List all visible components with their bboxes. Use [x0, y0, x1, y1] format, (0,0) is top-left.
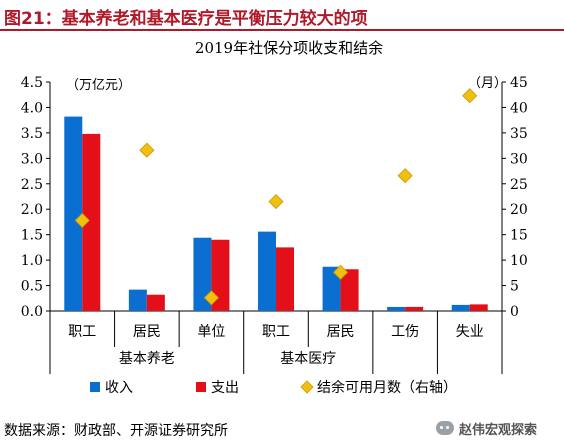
- expense-bar: [276, 247, 294, 311]
- group-label: 基本医疗: [280, 350, 336, 367]
- chart-title: 2019年社保分项收支和结余: [195, 39, 383, 57]
- income-bar: [64, 116, 83, 311]
- y-right-tick-label: 25: [510, 177, 528, 193]
- income-bar: [128, 289, 147, 311]
- category-label: 居民: [133, 324, 161, 340]
- expense-bar: [211, 239, 230, 311]
- expense-bar: [82, 133, 101, 311]
- axes: 0.0 0.5 1.0 1.5 2.0 2.5 3.0 3.5 4.0 4.5 0 5 10 15 20 25…: [21, 75, 528, 320]
- category-label: 职工: [262, 324, 290, 340]
- expense-bar: [405, 306, 424, 311]
- legend-label: 结余可用月数（右轴）: [317, 379, 457, 396]
- y-right-unit-label: （月）: [468, 76, 507, 91]
- category-label: 失业: [456, 324, 484, 340]
- y-left-tick-label: 4.0: [21, 100, 43, 116]
- legend-swatch: [196, 382, 206, 392]
- income-bar: [451, 304, 470, 311]
- y-left-unit-label: （万亿元）: [66, 78, 131, 93]
- expense-bar: [340, 269, 359, 311]
- expense-bar: [469, 304, 488, 311]
- y-right-tick-label: 5: [510, 279, 519, 295]
- y-right-tick-label: 40: [510, 100, 528, 116]
- watermark: 赵伟宏观探索: [436, 416, 560, 440]
- income-bar: [258, 231, 276, 311]
- markers: [74, 88, 478, 306]
- y-right-tick-label: 35: [510, 126, 528, 142]
- y-left-tick-label: 0.5: [21, 279, 43, 295]
- expense-bar: [146, 294, 165, 311]
- legend-label: 收入: [105, 380, 133, 396]
- y-left-tick-label: 1.0: [21, 253, 43, 269]
- title-rule: [0, 29, 564, 31]
- months-marker: [268, 194, 284, 210]
- category-label: 单位: [197, 324, 225, 340]
- income-bar: [193, 237, 212, 311]
- wechat-icon: [436, 421, 454, 435]
- bars: [64, 116, 488, 311]
- months-marker: [462, 88, 478, 104]
- y-right-tick-label: 15: [510, 228, 528, 244]
- months-marker: [74, 212, 90, 228]
- income-bar: [387, 306, 406, 311]
- y-left-tick-label: 3.0: [21, 151, 43, 167]
- income-bar: [322, 266, 341, 311]
- months-marker: [139, 142, 155, 158]
- y-left-tick-label: 0.0: [21, 304, 43, 320]
- y-left-tick-label: 2.5: [21, 177, 43, 193]
- y-right-tick-label: 0: [510, 304, 519, 320]
- legend-swatch: [90, 382, 100, 392]
- category-label: 职工: [68, 324, 96, 340]
- source-note: 数据来源：财政部、开源证券研究所: [4, 423, 228, 439]
- months-marker: [397, 168, 413, 184]
- months-marker: [333, 264, 349, 280]
- category-label: 居民: [327, 324, 355, 340]
- chart: 2019年社保分项收支和结余 （万亿元） （月） 0.0 0.5 1.0 1.5 2.0…: [21, 39, 528, 396]
- legend-label: 支出: [211, 380, 239, 396]
- y-left-tick-label: 1.5: [21, 228, 43, 244]
- y-left-tick-label: 4.5: [21, 75, 43, 91]
- y-right-tick-label: 30: [510, 151, 528, 167]
- legend: 收入 支出 结余可用月数（右轴）: [90, 379, 457, 396]
- figure-title: 图21：基本养老和基本医疗是平衡压力较大的项: [4, 9, 368, 29]
- watermark-text: 赵伟宏观探索: [459, 422, 538, 438]
- y-left-tick-label: 3.5: [21, 126, 43, 142]
- legend-swatch: [300, 380, 314, 394]
- y-left-tick-label: 2.0: [21, 202, 43, 218]
- y-right-tick-label: 45: [510, 75, 528, 91]
- months-marker: [203, 290, 219, 306]
- y-right-tick-label: 10: [510, 253, 528, 269]
- y-right-tick-label: 20: [510, 202, 528, 218]
- category-label: 工伤: [391, 324, 419, 340]
- group-label: 基本养老: [119, 350, 175, 367]
